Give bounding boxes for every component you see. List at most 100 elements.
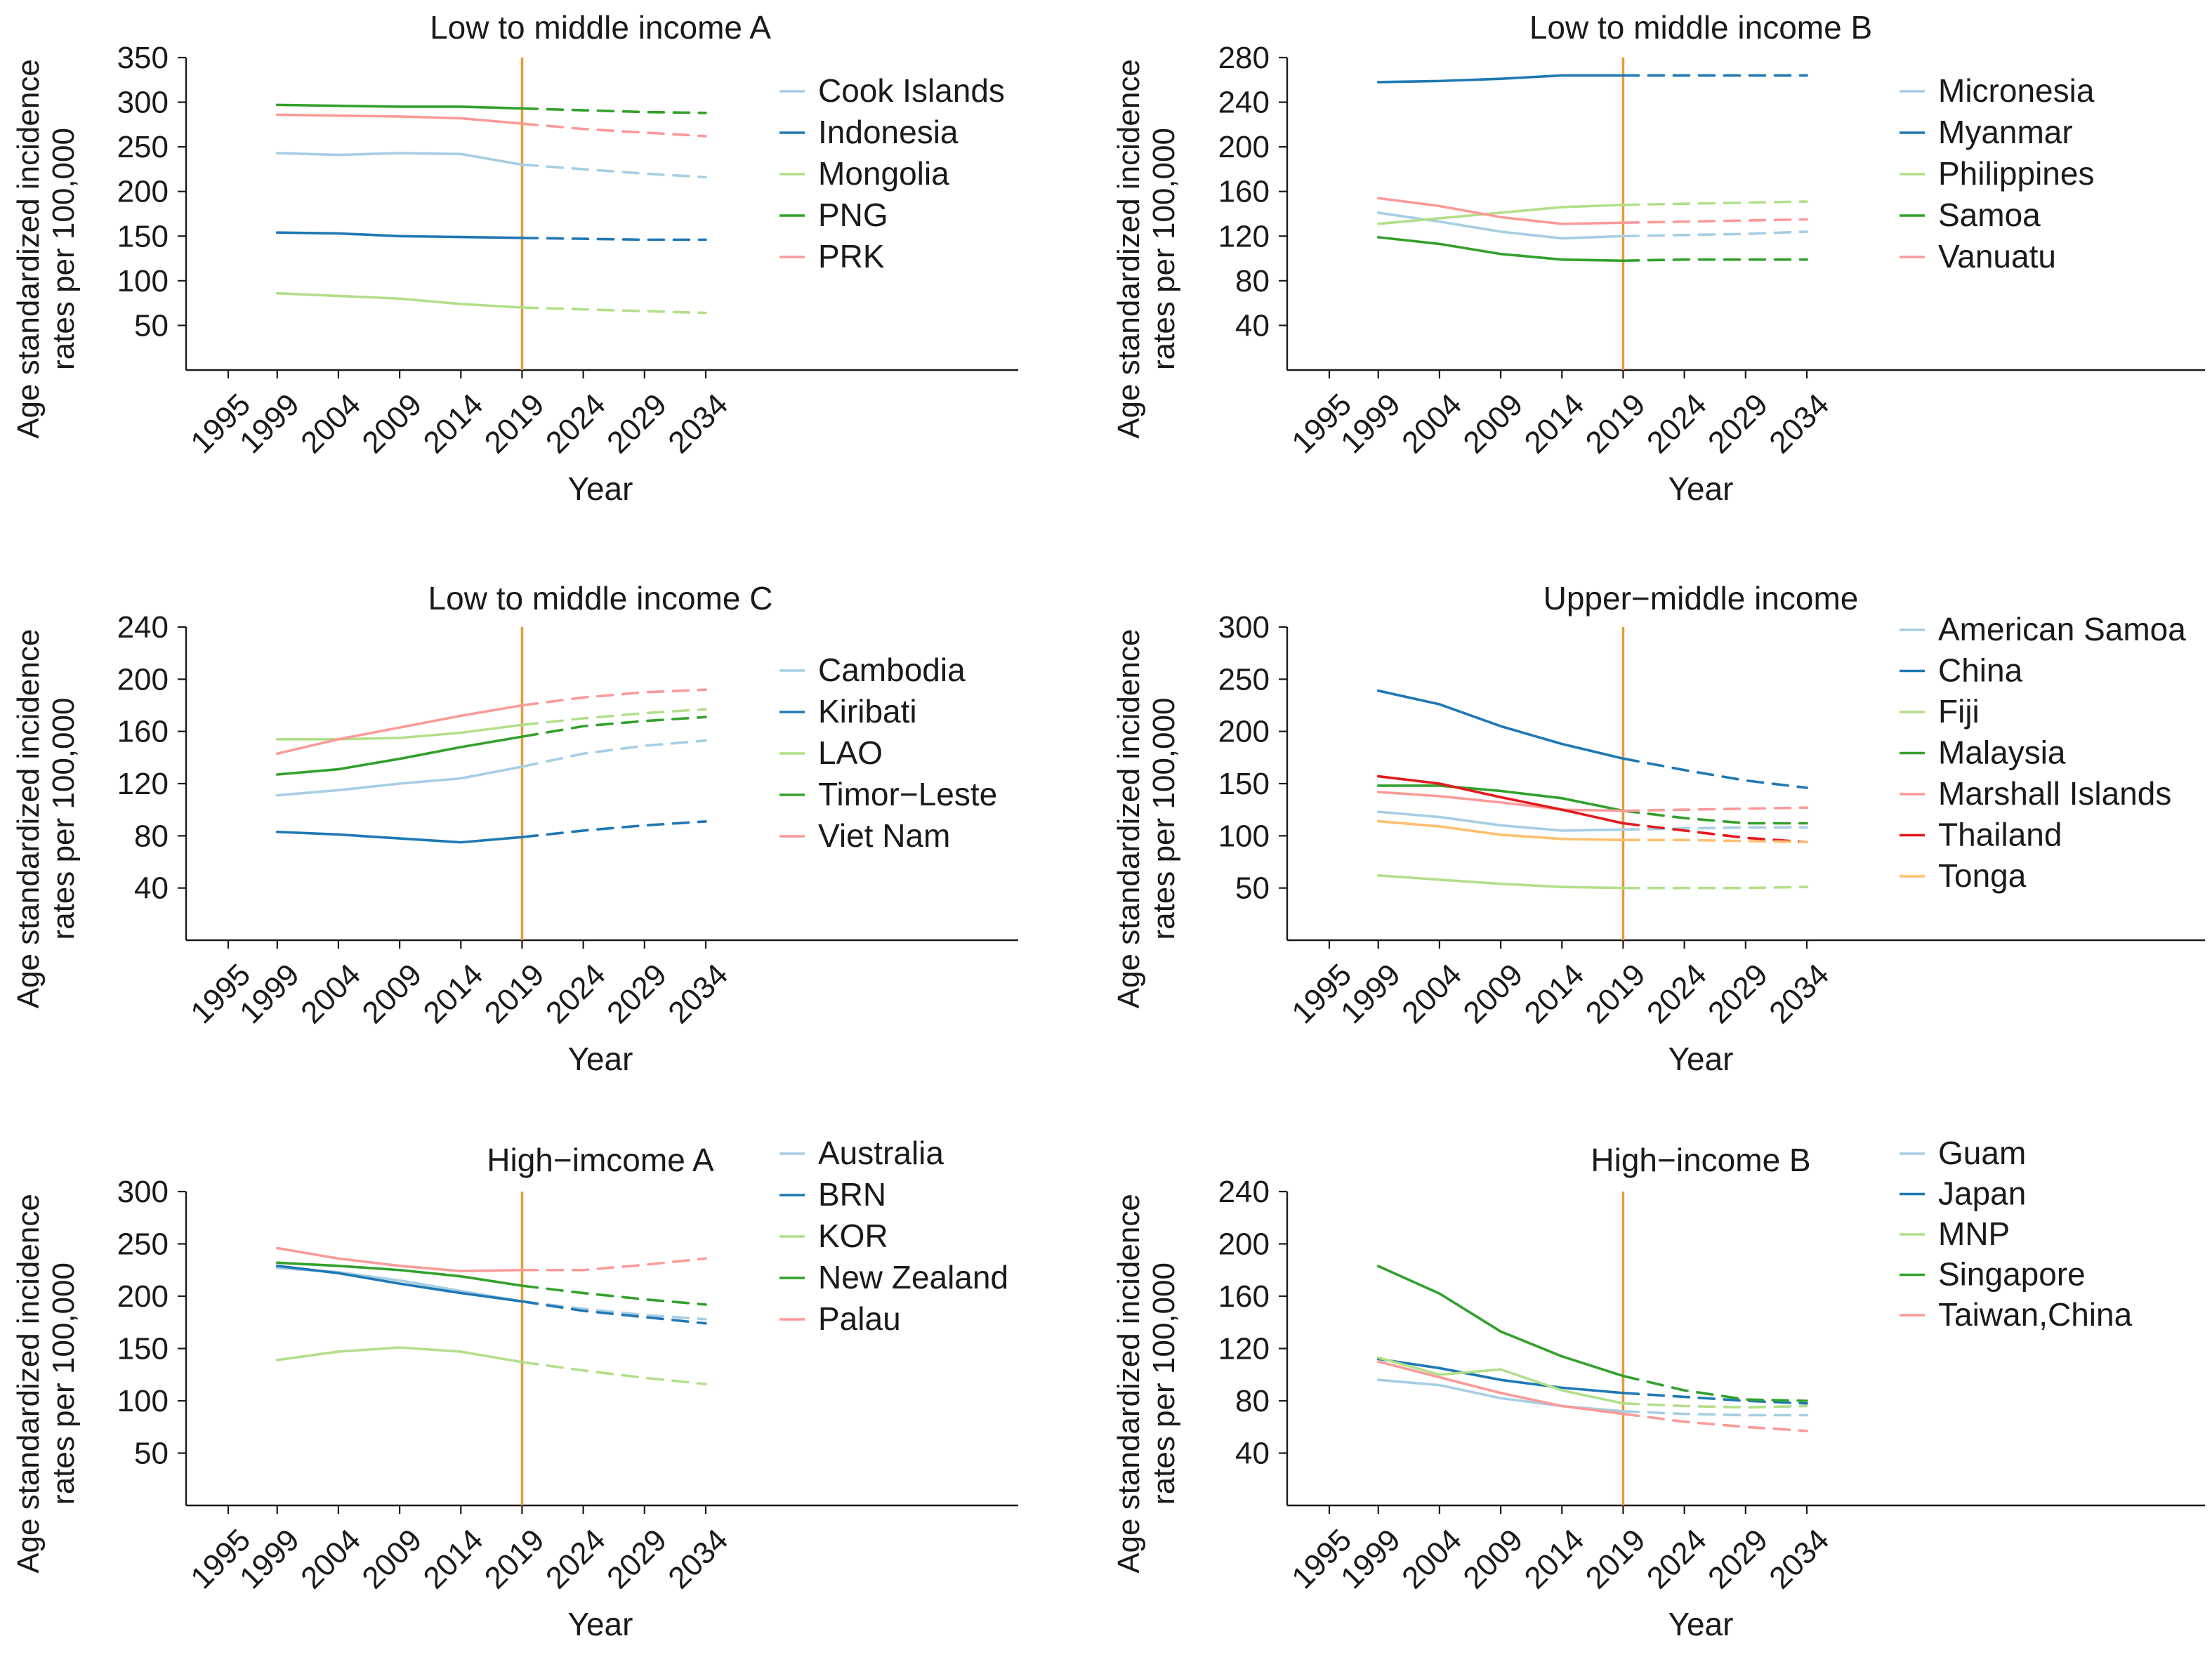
series-line-projected	[520, 708, 707, 727]
series-line-observed	[275, 113, 524, 125]
series-line-projected	[1621, 1402, 1808, 1409]
x-tick-label: 2014	[417, 1522, 490, 1595]
legend-label: Vanuatu	[1938, 238, 2056, 275]
y-tick-label: 240	[117, 610, 169, 645]
y-tick-label: 40	[1235, 1437, 1270, 1471]
x-tick-label: 2034	[1763, 1522, 1836, 1595]
series-line-observed	[275, 1261, 524, 1287]
series-line-observed	[1376, 203, 1625, 225]
series-line-projected	[520, 739, 707, 768]
legend-label: China	[1938, 652, 2023, 689]
series-line-projected	[520, 122, 707, 138]
x-tick-label: 2009	[355, 957, 428, 1030]
x-tick-label: 2034	[661, 957, 735, 1030]
legend-label: Tonga	[1938, 857, 2027, 894]
x-tick-label: 2024	[1640, 957, 1713, 1030]
x-tick-label: 2034	[1763, 387, 1836, 460]
y-tick-label: 240	[1218, 86, 1270, 120]
series-line-observed	[275, 1246, 524, 1273]
series-line-projected	[520, 1257, 707, 1272]
legend-label: Viet Nam	[818, 817, 950, 854]
x-tick-label: 2009	[1456, 1522, 1529, 1595]
x-tick-label: 2029	[1701, 1522, 1775, 1595]
x-tick-label: 2004	[294, 387, 367, 460]
y-tick-label: 280	[1218, 41, 1270, 75]
y-tick-label: 80	[1235, 264, 1270, 298]
y-axis-label: rates per 100,000	[1147, 128, 1181, 370]
legend-label: Fiji	[1938, 693, 1980, 730]
y-tick-label: 150	[117, 1332, 169, 1366]
series-line-observed	[1376, 819, 1625, 842]
y-axis-label: rates per 100,000	[1147, 698, 1181, 940]
y-axis-label: Age standardized incidence	[11, 59, 46, 439]
chart-title: High−income B	[1591, 1142, 1810, 1178]
series-line-projected	[520, 716, 707, 738]
x-tick-label: 2019	[478, 1522, 551, 1595]
y-tick-label: 150	[117, 219, 169, 253]
x-tick-label: 2004	[1395, 387, 1468, 460]
y-tick-label: 200	[117, 1279, 169, 1314]
x-tick-label: 2004	[294, 957, 367, 1030]
x-tick-label: 2009	[355, 1522, 428, 1595]
y-tick-label: 100	[117, 1384, 169, 1418]
x-tick-label: 2014	[1518, 957, 1591, 1030]
chart-panel-6: High−income B408012016020024019951999200…	[1112, 1135, 2205, 1642]
x-tick-label: 2014	[417, 957, 490, 1030]
y-tick-label: 40	[1235, 308, 1270, 343]
series-line-observed	[1376, 874, 1625, 890]
series-line-observed	[275, 723, 524, 741]
series-line-observed	[1376, 784, 1625, 812]
y-tick-label: 300	[117, 86, 169, 120]
x-tick-label: 2029	[1701, 387, 1775, 460]
y-tick-label: 80	[134, 819, 169, 853]
x-axis-label: Year	[568, 1041, 633, 1077]
y-tick-label: 240	[1218, 1175, 1270, 1209]
series-line-projected	[520, 237, 707, 242]
y-axis-label: Age standardized incidence	[11, 629, 46, 1009]
chart-panel-3: Low to middle income C408012016020024019…	[11, 580, 1018, 1077]
series-line-projected	[1621, 809, 1808, 825]
x-tick-label: 2004	[1395, 957, 1468, 1030]
y-tick-label: 100	[1218, 819, 1270, 853]
x-axis-label: Year	[568, 470, 633, 507]
y-tick-label: 300	[117, 1175, 169, 1209]
x-tick-label: 2029	[600, 387, 673, 460]
y-tick-label: 250	[117, 130, 169, 164]
legend-label: Timor−Leste	[818, 776, 997, 812]
x-tick-label: 2034	[661, 387, 735, 460]
x-tick-label: 2014	[1518, 1522, 1591, 1595]
legend-label: Guam	[1938, 1135, 2026, 1171]
chart-title: High−imcome A	[487, 1142, 714, 1178]
chart-title: Low to middle income B	[1529, 9, 1872, 46]
x-tick-label: 2019	[1579, 1522, 1652, 1595]
x-tick-label: 2009	[1456, 387, 1529, 460]
legend-label: Cook Islands	[818, 72, 1005, 109]
series-line-projected	[1621, 885, 1808, 890]
legend-label: Cambodia	[818, 652, 966, 688]
series-line-observed	[275, 704, 524, 756]
x-tick-label: 2024	[539, 957, 612, 1030]
legend-label: Malaysia	[1938, 734, 2066, 771]
x-tick-label: 2014	[417, 387, 490, 460]
series-line-projected	[520, 820, 707, 838]
legend-label: Palau	[818, 1300, 901, 1337]
y-tick-label: 40	[134, 871, 169, 906]
series-line-observed	[275, 291, 524, 309]
x-tick-label: 2029	[600, 1522, 673, 1595]
y-axis-label: Age standardized incidence	[1112, 1194, 1146, 1574]
legend-label: Thailand	[1938, 817, 2062, 853]
x-tick-label: 2009	[355, 387, 428, 460]
y-tick-label: 120	[1218, 219, 1270, 253]
y-axis-label: Age standardized incidence	[1112, 629, 1146, 1009]
y-axis-label: rates per 100,000	[1147, 1262, 1181, 1505]
series-line-projected	[520, 107, 707, 114]
series-line-observed	[275, 735, 524, 776]
y-tick-label: 250	[117, 1227, 169, 1262]
x-tick-label: 2024	[1640, 1522, 1713, 1595]
y-axis-label: Age standardized incidence	[11, 1194, 46, 1574]
series-line-projected	[1621, 218, 1808, 225]
x-axis-label: Year	[1668, 470, 1734, 507]
chart-panel-1: Low to middle income A 50 100 150 200 250 300 3…	[11, 9, 1018, 507]
legend-label: Marshall Islands	[1938, 775, 2171, 812]
series-line-projected	[1621, 258, 1808, 263]
